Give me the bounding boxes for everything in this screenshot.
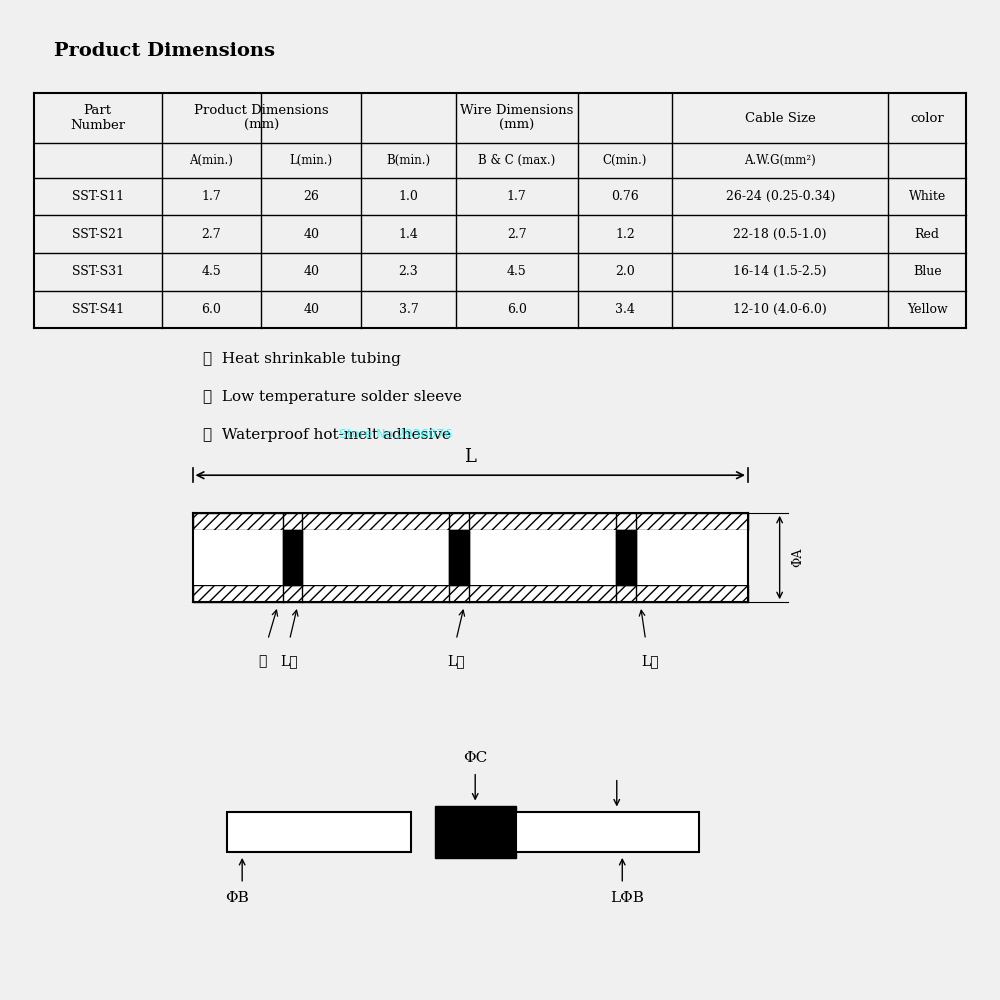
Text: Part
Number: Part Number bbox=[70, 104, 125, 132]
Text: ΦA: ΦA bbox=[792, 548, 805, 567]
Text: 0.76: 0.76 bbox=[611, 190, 639, 203]
Bar bbox=[193, 585, 748, 602]
Text: B & C (max.): B & C (max.) bbox=[478, 154, 555, 167]
Text: 2.7: 2.7 bbox=[507, 228, 526, 241]
Text: 1.7: 1.7 bbox=[202, 190, 221, 203]
Text: 1.2: 1.2 bbox=[615, 228, 635, 241]
Text: Red: Red bbox=[915, 228, 940, 241]
Text: Yellow: Yellow bbox=[907, 303, 948, 316]
Text: 3.7: 3.7 bbox=[399, 303, 418, 316]
Bar bbox=[516, 812, 699, 852]
Text: SST-S41: SST-S41 bbox=[72, 303, 124, 316]
Text: 22-18 (0.5-1.0): 22-18 (0.5-1.0) bbox=[733, 228, 827, 241]
Text: 26-24 (0.25-0.34): 26-24 (0.25-0.34) bbox=[726, 190, 835, 203]
Text: 2.7: 2.7 bbox=[202, 228, 221, 241]
Text: A(min.): A(min.) bbox=[190, 154, 233, 167]
Text: 40: 40 bbox=[303, 303, 319, 316]
Text: 6.0: 6.0 bbox=[507, 303, 527, 316]
Text: Cable Size: Cable Size bbox=[745, 112, 816, 125]
Text: B(min.): B(min.) bbox=[386, 154, 431, 167]
Text: 6.0: 6.0 bbox=[202, 303, 221, 316]
Text: ②  Low temperature solder sleeve: ② Low temperature solder sleeve bbox=[203, 390, 461, 404]
Text: ΦB: ΦB bbox=[225, 891, 249, 905]
Text: C(min.): C(min.) bbox=[603, 154, 647, 167]
Text: SST-S21: SST-S21 bbox=[72, 228, 124, 241]
Text: A.W.G(mm²): A.W.G(mm²) bbox=[744, 154, 816, 167]
Text: ΦC: ΦC bbox=[463, 751, 487, 765]
Text: Wire Dimensions
(mm): Wire Dimensions (mm) bbox=[460, 104, 573, 132]
Text: 1.7: 1.7 bbox=[507, 190, 527, 203]
Text: SST-S11: SST-S11 bbox=[72, 190, 124, 203]
Bar bbox=[283, 530, 302, 585]
Text: 1.0: 1.0 bbox=[399, 190, 418, 203]
Text: 4.5: 4.5 bbox=[202, 265, 221, 278]
Text: L: L bbox=[464, 448, 476, 466]
Text: 1.4: 1.4 bbox=[399, 228, 418, 241]
Text: L(min.): L(min.) bbox=[290, 154, 333, 167]
Bar bbox=[193, 530, 748, 585]
Text: 26: 26 bbox=[303, 190, 319, 203]
Text: 40: 40 bbox=[303, 265, 319, 278]
Text: Blue: Blue bbox=[913, 265, 942, 278]
Text: ③: ③ bbox=[259, 654, 267, 668]
Text: ①  Heat shrinkable tubing: ① Heat shrinkable tubing bbox=[203, 352, 400, 366]
Bar bbox=[193, 513, 748, 530]
Text: 2.3: 2.3 bbox=[399, 265, 418, 278]
Text: LΦB: LΦB bbox=[610, 891, 644, 905]
Bar bbox=[435, 806, 516, 858]
Text: color: color bbox=[910, 112, 944, 125]
Text: Store No.2936076: Store No.2936076 bbox=[339, 428, 453, 441]
Text: L③: L③ bbox=[642, 654, 659, 668]
Text: 3.4: 3.4 bbox=[615, 303, 635, 316]
Text: 4.5: 4.5 bbox=[507, 265, 527, 278]
Bar bbox=[449, 530, 469, 585]
Text: 16-14 (1.5-2.5): 16-14 (1.5-2.5) bbox=[733, 265, 827, 278]
Text: 12-10 (4.0-6.0): 12-10 (4.0-6.0) bbox=[733, 303, 827, 316]
Text: L①: L① bbox=[281, 654, 298, 668]
Text: 2.0: 2.0 bbox=[615, 265, 635, 278]
Text: SST-S31: SST-S31 bbox=[72, 265, 124, 278]
Text: Product Dimensions: Product Dimensions bbox=[54, 42, 275, 60]
Text: 40: 40 bbox=[303, 228, 319, 241]
Bar bbox=[616, 530, 636, 585]
Bar bbox=[227, 812, 411, 852]
Text: Product Dimensions
(mm): Product Dimensions (mm) bbox=[194, 104, 329, 132]
Text: ③  Waterproof hot-melt adhesive: ③ Waterproof hot-melt adhesive bbox=[203, 428, 450, 442]
Text: White: White bbox=[909, 190, 946, 203]
Text: L②: L② bbox=[447, 654, 465, 668]
